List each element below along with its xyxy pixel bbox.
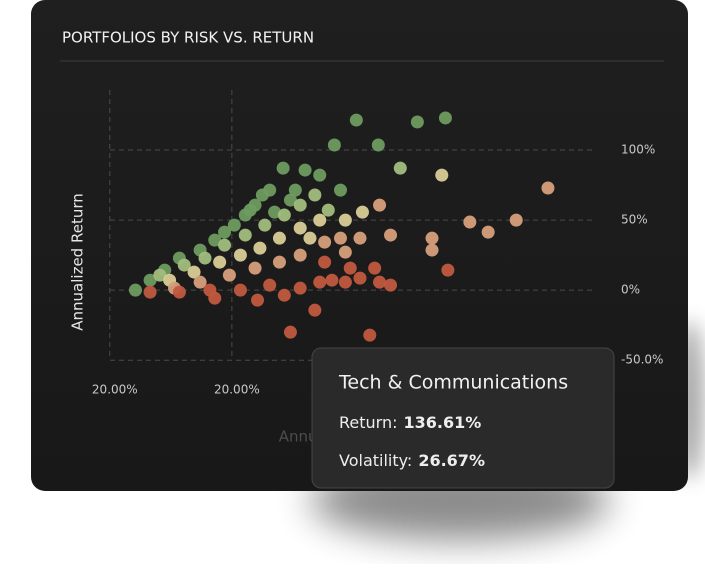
point bbox=[258, 218, 272, 232]
point bbox=[463, 215, 477, 229]
value: 26.67% bbox=[418, 451, 485, 470]
point bbox=[208, 233, 222, 247]
point bbox=[318, 235, 332, 249]
point bbox=[384, 228, 398, 242]
tooltip-title: Tech & Communications bbox=[338, 372, 568, 394]
point bbox=[308, 303, 322, 317]
point bbox=[355, 205, 369, 219]
chart-title: PORTFOLIOS BY RISK VS. RETURN bbox=[62, 29, 314, 47]
point bbox=[128, 283, 142, 297]
label: Volatility: bbox=[339, 451, 412, 470]
value: 136.61% bbox=[403, 413, 481, 432]
point bbox=[384, 278, 398, 292]
point bbox=[238, 228, 252, 242]
point bbox=[233, 283, 247, 297]
point bbox=[233, 248, 247, 262]
y-tick-label: 100% bbox=[621, 143, 655, 157]
point bbox=[338, 245, 352, 259]
point bbox=[353, 231, 367, 245]
point bbox=[253, 241, 267, 255]
point bbox=[313, 168, 327, 182]
point bbox=[213, 255, 227, 269]
point bbox=[250, 293, 264, 307]
point bbox=[373, 198, 387, 212]
tooltip-box bbox=[311, 347, 615, 489]
x-tick-label: 20.00% bbox=[92, 383, 138, 397]
point bbox=[368, 261, 382, 275]
point bbox=[283, 325, 297, 339]
point bbox=[268, 205, 282, 219]
point bbox=[338, 213, 352, 227]
point bbox=[313, 275, 327, 289]
point bbox=[298, 163, 312, 177]
tooltip: Tech & Communications Return: 136.61% Vol… bbox=[311, 347, 615, 489]
point bbox=[218, 225, 232, 239]
x-tick-label: 20.00% bbox=[214, 383, 260, 397]
point bbox=[293, 221, 307, 235]
point bbox=[393, 161, 407, 175]
point bbox=[227, 218, 241, 232]
point bbox=[277, 208, 291, 222]
plot: 100% 50% 0% -50.0% 20.00% 20.00% bbox=[92, 90, 663, 397]
point bbox=[313, 213, 327, 227]
point bbox=[153, 268, 167, 282]
point bbox=[193, 275, 207, 289]
point bbox=[276, 161, 290, 175]
point bbox=[172, 285, 186, 299]
point bbox=[371, 138, 385, 152]
point bbox=[263, 183, 277, 197]
point bbox=[321, 203, 335, 217]
point bbox=[293, 198, 307, 212]
point bbox=[325, 273, 339, 287]
point bbox=[318, 255, 332, 269]
point bbox=[177, 258, 191, 272]
point bbox=[333, 183, 347, 197]
point bbox=[283, 193, 297, 207]
point bbox=[509, 213, 523, 227]
point bbox=[187, 265, 201, 279]
point bbox=[353, 271, 367, 285]
point bbox=[441, 263, 455, 277]
point bbox=[198, 251, 212, 265]
point bbox=[218, 238, 232, 252]
point bbox=[143, 273, 157, 287]
y-tick-label: 0% bbox=[621, 283, 640, 297]
point bbox=[293, 248, 307, 262]
point bbox=[222, 268, 236, 282]
point bbox=[272, 231, 286, 245]
point bbox=[243, 203, 257, 217]
point bbox=[303, 231, 317, 245]
point bbox=[438, 111, 452, 125]
label: Return: bbox=[339, 413, 397, 432]
point bbox=[327, 138, 341, 152]
point bbox=[481, 225, 495, 239]
point bbox=[277, 288, 291, 302]
point bbox=[410, 115, 424, 129]
point bbox=[263, 278, 277, 292]
point bbox=[308, 188, 322, 202]
point bbox=[425, 231, 439, 245]
point bbox=[541, 181, 555, 195]
point bbox=[208, 291, 222, 305]
y-axis-label: Annualized Return bbox=[69, 193, 87, 330]
point bbox=[248, 261, 262, 275]
point bbox=[343, 261, 357, 275]
point bbox=[333, 231, 347, 245]
point bbox=[338, 275, 352, 289]
point bbox=[435, 168, 449, 182]
point bbox=[288, 183, 302, 197]
y-tick-label: 50% bbox=[621, 213, 648, 227]
point bbox=[363, 328, 377, 342]
tooltip-volatility: Volatility: 26.67% bbox=[339, 451, 485, 470]
point bbox=[425, 243, 439, 257]
y-tick-label: -50.0% bbox=[621, 353, 663, 367]
point bbox=[143, 285, 157, 299]
tooltip-return: Return: 136.61% bbox=[339, 413, 481, 432]
point bbox=[272, 255, 286, 269]
point bbox=[349, 113, 363, 127]
point bbox=[293, 281, 307, 295]
point bbox=[373, 275, 387, 289]
